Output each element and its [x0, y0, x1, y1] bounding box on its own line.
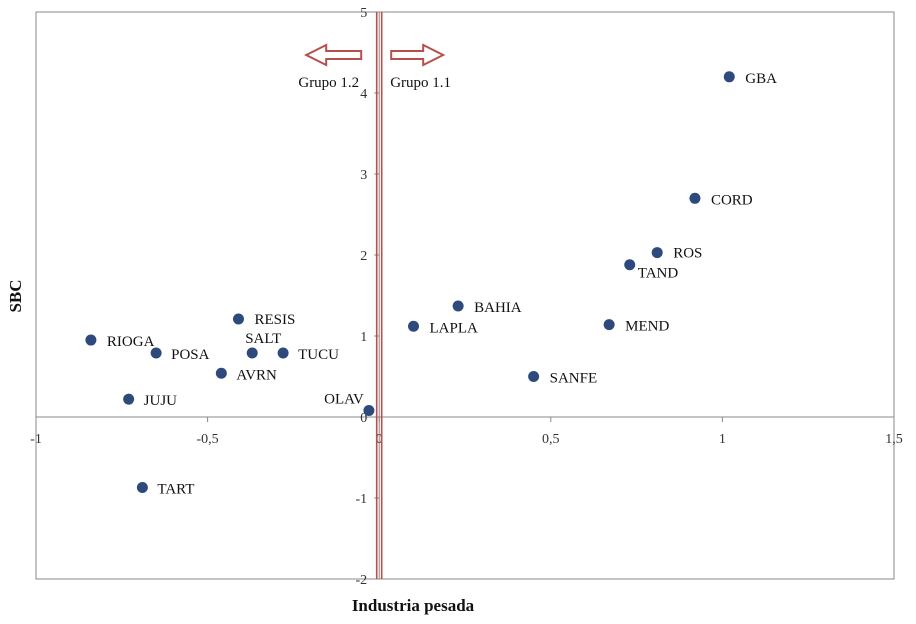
y-tick-label: 1: [360, 330, 367, 345]
y-tick-label: 0: [360, 411, 367, 426]
data-point: [689, 192, 701, 204]
data-point-label: RIOGA: [107, 334, 155, 350]
data-point: [363, 405, 375, 417]
data-point: [528, 371, 540, 382]
x-tick-label: 0: [376, 432, 383, 447]
data-point-label: TUCU: [298, 347, 339, 363]
group-divider: [375, 12, 383, 579]
data-point: [246, 347, 258, 359]
data-point-label: SALT: [245, 331, 281, 347]
data-point-label: LAPLA: [430, 320, 479, 336]
data-point: [150, 347, 162, 359]
y-tick-label: 3: [360, 168, 367, 183]
group-label: Grupo 1.2: [298, 75, 359, 91]
x-tick-label: 1,5: [885, 432, 903, 447]
data-point-label: SANFE: [550, 371, 598, 387]
data-point: [603, 319, 615, 331]
y-axis-title: SBC: [6, 279, 25, 312]
data-point: [136, 481, 148, 493]
data-point: [277, 347, 289, 359]
y-ticks: -2 -1 0 1 2 3 4 5: [356, 6, 380, 588]
y-tick-label: -1: [356, 492, 368, 507]
group-label: Grupo 1.1: [390, 75, 451, 91]
data-point-label: ROS: [673, 246, 702, 262]
data-point: [624, 259, 636, 271]
data-point-label: JUJU: [144, 393, 178, 409]
data-point: [452, 300, 464, 312]
data-point: [408, 320, 420, 332]
y-tick-label: -2: [356, 573, 368, 588]
x-tick-label: 1: [719, 432, 726, 447]
data-point-label: POSA: [171, 347, 210, 363]
data-point-label: CORD: [711, 192, 753, 208]
data-point-label: TAND: [638, 266, 679, 282]
data-point: [723, 71, 735, 83]
data-points: GBA CORD ROS TAND MEND BAHIA LAPLA SANFE OLAV RES…: [85, 71, 777, 497]
x-tick-label: -0,5: [197, 432, 219, 447]
data-point: [123, 393, 135, 405]
y-tick-label: 5: [360, 6, 367, 21]
data-point-label: GBA: [745, 71, 777, 87]
x-ticks: -1 -0,5 0 0,5 1 1,5: [30, 417, 903, 447]
data-point: [85, 334, 97, 346]
y-tick-label: 4: [360, 87, 367, 102]
data-point-label: MEND: [625, 319, 669, 335]
x-tick-label: -1: [30, 432, 42, 447]
data-point-label: OLAV: [324, 392, 364, 408]
x-tick-label: 0,5: [542, 432, 560, 447]
data-point: [215, 367, 227, 379]
data-point-label: RESIS: [254, 312, 295, 328]
data-point-label: TART: [157, 481, 194, 497]
data-point-label: BAHIA: [474, 300, 522, 316]
data-point-label: AVRN: [236, 367, 277, 383]
group-annotations: Grupo 1.2 Grupo 1.1: [298, 43, 451, 91]
group-arrow-right: [390, 43, 446, 67]
plot-frame: [35, 11, 895, 580]
y-tick-label: 2: [360, 249, 367, 264]
data-point: [651, 247, 663, 259]
x-axis-title: Industria pesada: [352, 596, 475, 615]
group-arrow-left: [303, 43, 363, 67]
data-point: [232, 313, 244, 325]
